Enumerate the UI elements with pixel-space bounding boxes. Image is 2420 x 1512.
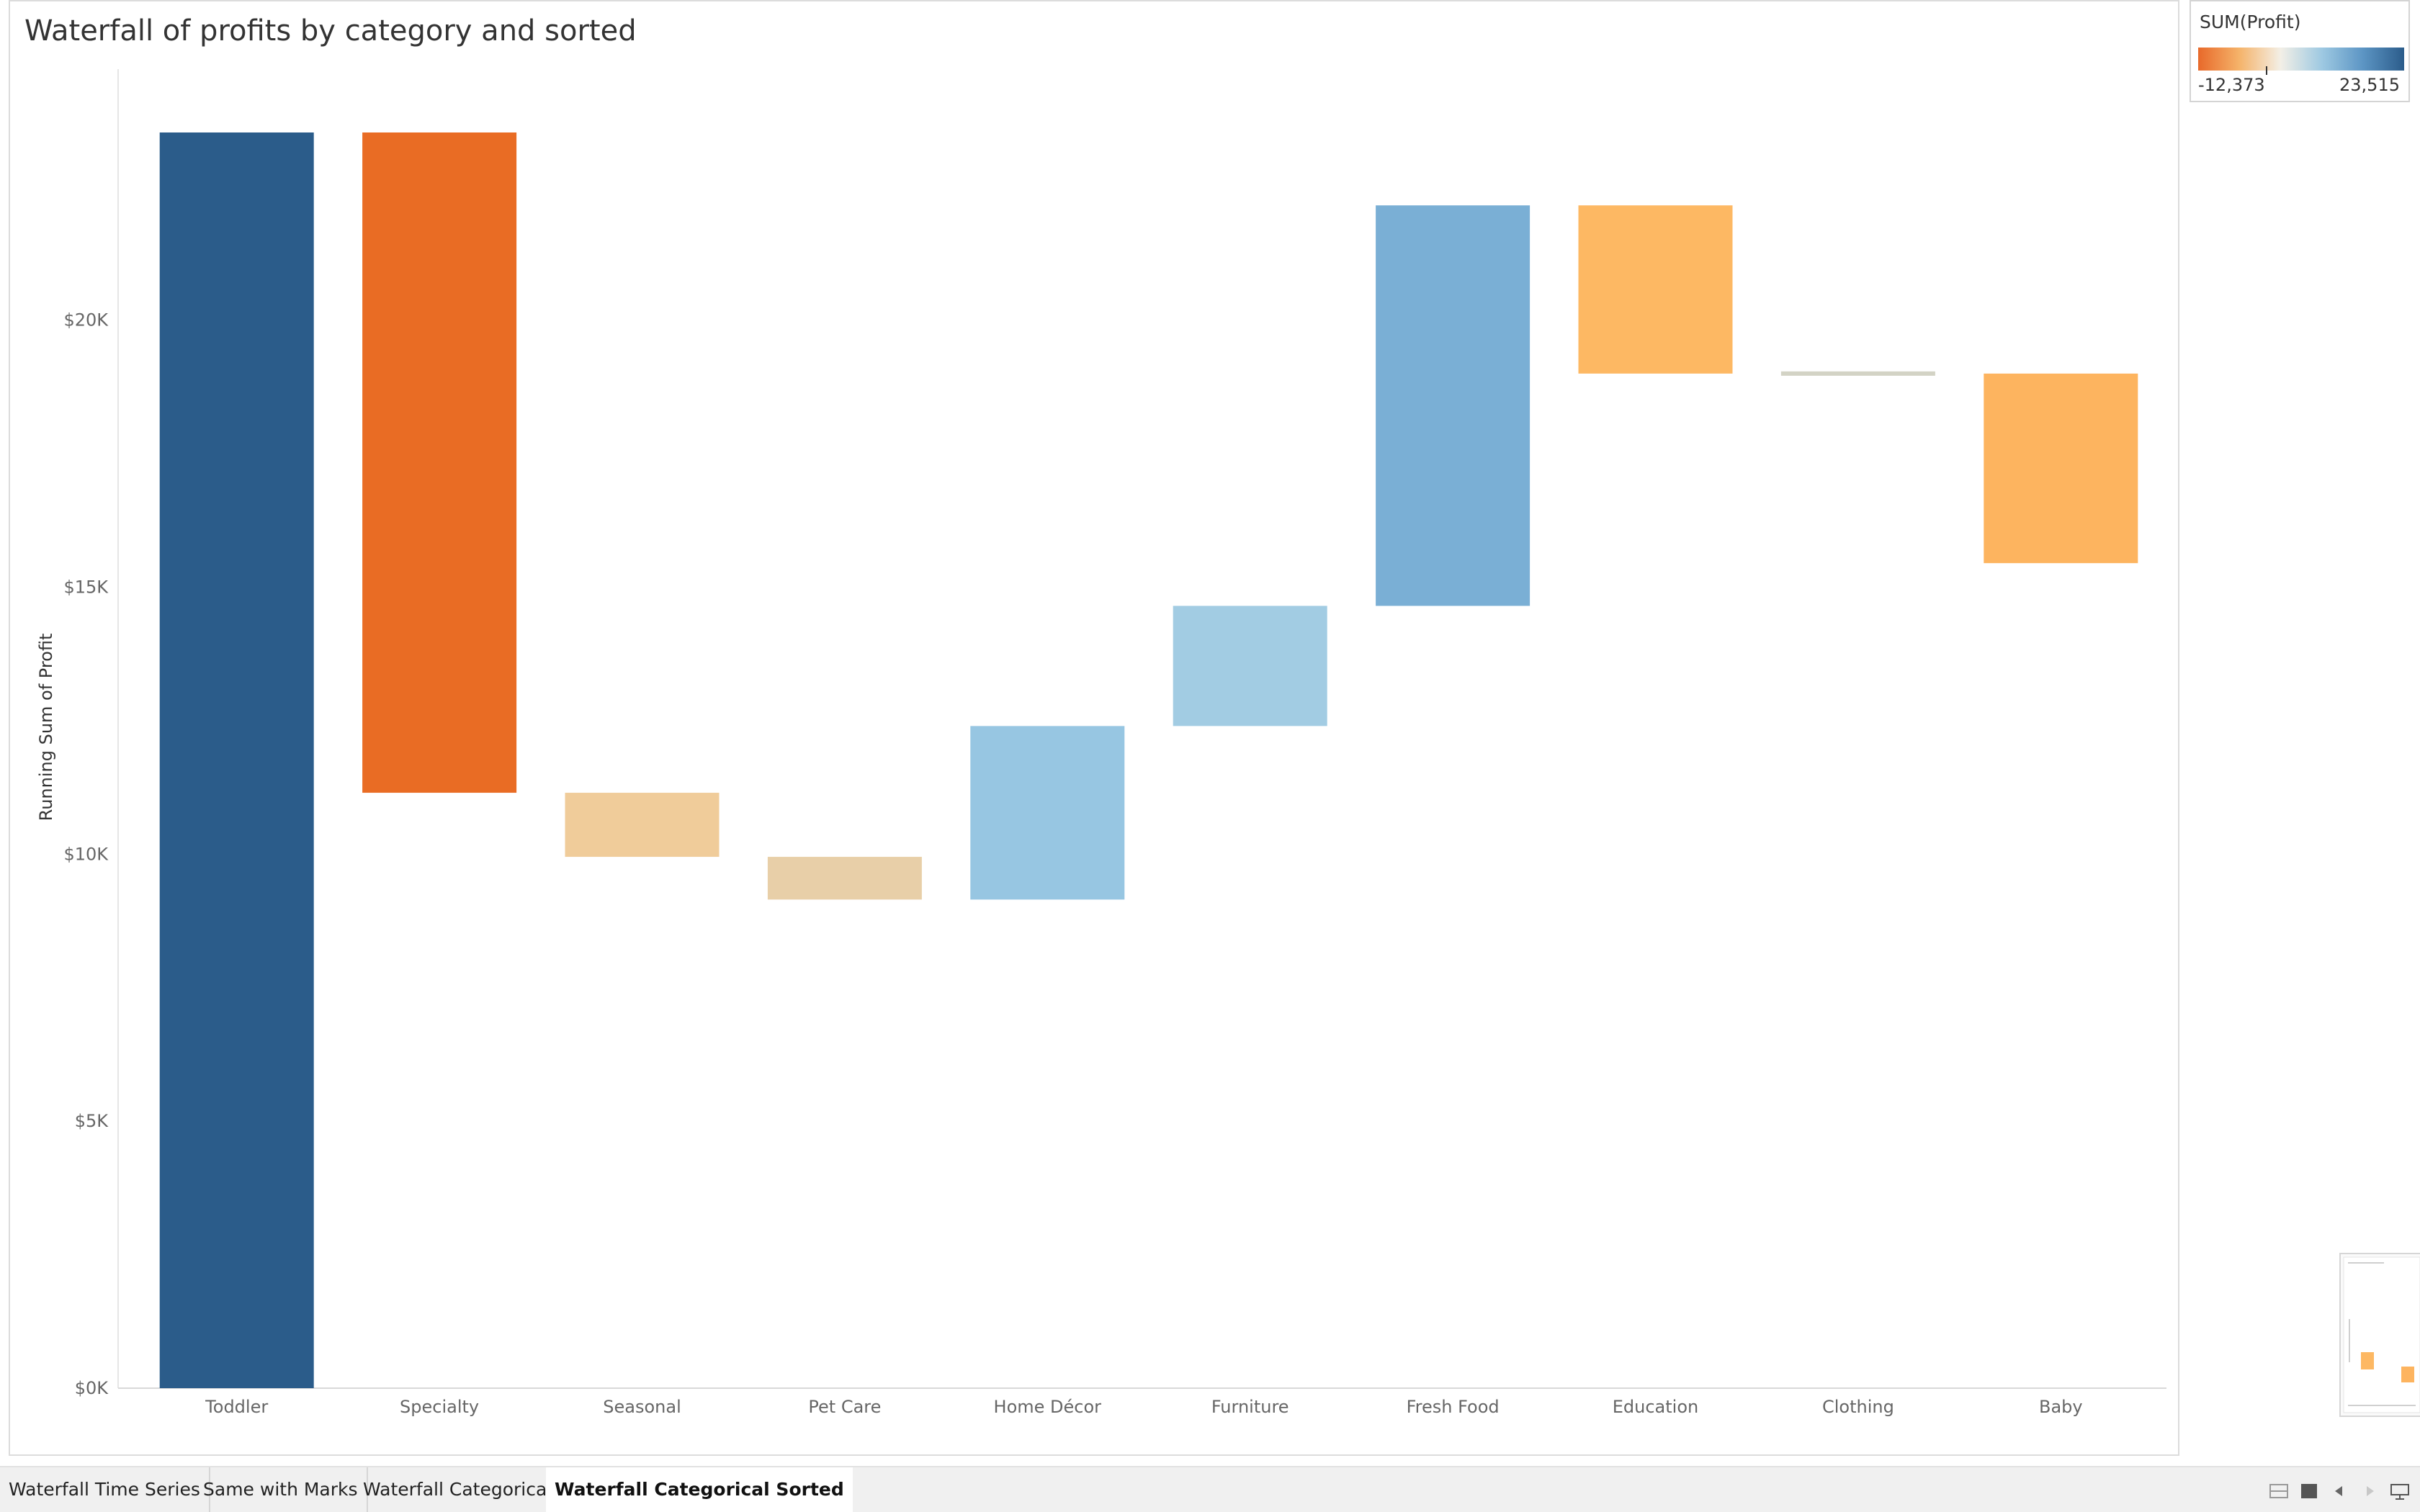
y-tick-label: $10K bbox=[63, 844, 109, 864]
x-tick-label: Home Décor bbox=[994, 1397, 1102, 1417]
bar-education[interactable] bbox=[1578, 205, 1733, 374]
chart-title: Waterfall of profits by category and sor… bbox=[24, 14, 637, 48]
y-tick-label: $20K bbox=[63, 310, 109, 330]
x-tick-label: Furniture bbox=[1211, 1397, 1289, 1417]
color-legend[interactable]: SUM(Profit) -12,373 23,515 bbox=[2190, 0, 2410, 102]
waterfall-chart: Running Sum of Profit $0K $5K $10K $15K $20K… bbox=[36, 69, 2166, 1417]
previous-sheet-icon[interactable] bbox=[2329, 1482, 2349, 1500]
x-tick-label: Toddler bbox=[205, 1397, 268, 1417]
bar-baby[interactable] bbox=[1984, 373, 2138, 564]
bar-clothing[interactable] bbox=[1780, 371, 1935, 376]
bar-furniture[interactable] bbox=[1173, 606, 1327, 726]
bar-toddler[interactable] bbox=[159, 132, 314, 1388]
sheet-thumbnail[interactable] bbox=[2339, 1253, 2420, 1417]
sheet-tab-bar: Waterfall Time Series Same with Marks Wa… bbox=[0, 1466, 2420, 1512]
x-tick-label: Pet Care bbox=[808, 1397, 881, 1417]
bars bbox=[159, 132, 2138, 1388]
x-labels: Toddler Specialty Seasonal Pet Care Home Déc… bbox=[205, 1397, 2082, 1417]
x-tick-label: Baby bbox=[2039, 1397, 2083, 1417]
y-tick-label: $15K bbox=[63, 577, 109, 598]
bar-specialty[interactable] bbox=[362, 132, 517, 793]
x-tick-label: Education bbox=[1613, 1397, 1698, 1417]
y-tick-label: $5K bbox=[75, 1111, 109, 1131]
legend-title: SUM(Profit) bbox=[2200, 12, 2301, 32]
legend-max-label: 23,515 bbox=[2339, 75, 2400, 95]
filmstrip-icon[interactable] bbox=[2299, 1482, 2319, 1500]
x-tick-label: Clothing bbox=[1822, 1397, 1894, 1417]
presentation-mode-icon[interactable] bbox=[2390, 1482, 2410, 1500]
tab-waterfall-time-series[interactable]: Waterfall Time Series bbox=[0, 1467, 210, 1512]
legend-gradient bbox=[2198, 48, 2404, 71]
sheet-sorter-icon[interactable] bbox=[2269, 1482, 2289, 1500]
bar-seasonal[interactable] bbox=[565, 793, 720, 858]
legend-zero-marker bbox=[2266, 66, 2267, 75]
tab-waterfall-categorical-sorted[interactable]: Waterfall Categorical Sorted bbox=[546, 1467, 853, 1512]
bar-home-d-cor[interactable] bbox=[970, 726, 1125, 900]
x-tick-label: Fresh Food bbox=[1407, 1397, 1500, 1417]
y-ticks: $0K $5K $10K $15K $20K bbox=[63, 310, 109, 1398]
bar-pet-care[interactable] bbox=[767, 857, 922, 900]
tab-waterfall-categorical[interactable]: Waterfall Categorical bbox=[363, 1479, 552, 1500]
tab-same-with-marks[interactable]: Same with Marks bbox=[194, 1467, 368, 1512]
y-axis-title: Running Sum of Profit bbox=[36, 634, 56, 822]
legend-min-label: -12,373 bbox=[2198, 75, 2265, 95]
next-sheet-icon[interactable] bbox=[2360, 1482, 2380, 1500]
x-tick-label: Specialty bbox=[400, 1397, 479, 1417]
bar-fresh-food[interactable] bbox=[1376, 205, 1531, 606]
y-tick-label: $0K bbox=[75, 1378, 109, 1398]
x-tick-label: Seasonal bbox=[603, 1397, 681, 1417]
